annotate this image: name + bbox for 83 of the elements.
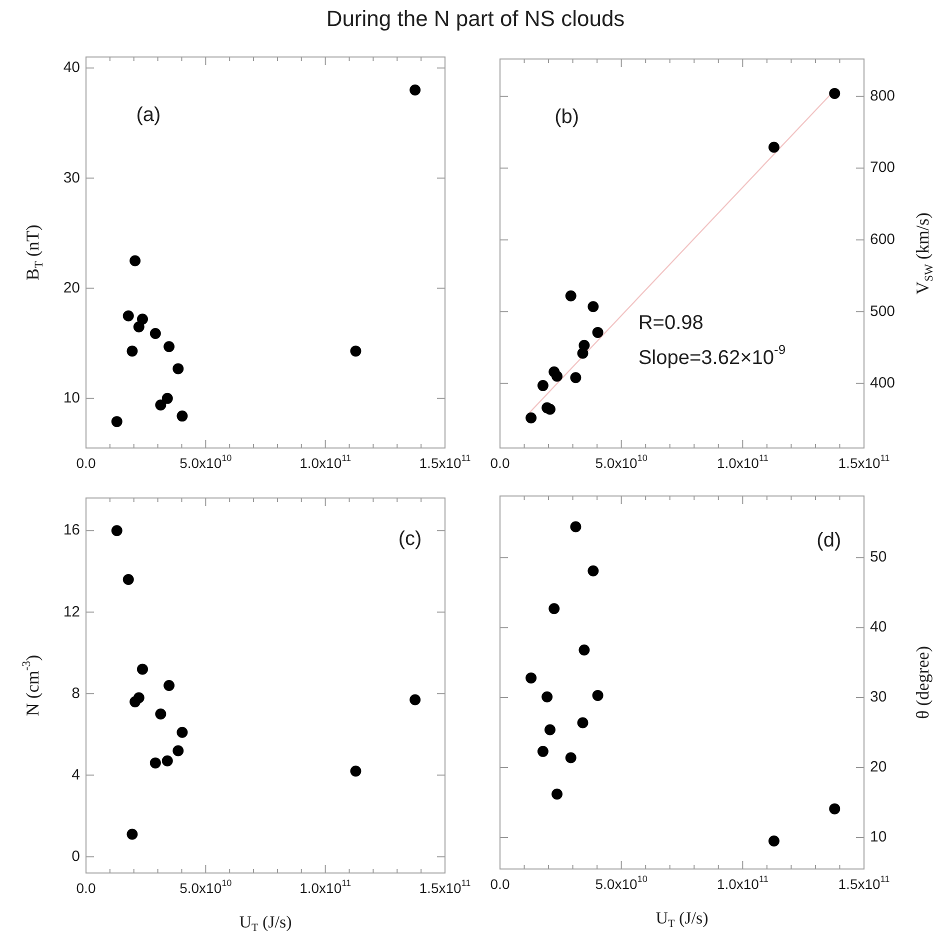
point (578, 644, 590, 656)
point (768, 142, 780, 153)
point (829, 88, 840, 99)
annotation: R=0.98 (638, 312, 704, 334)
point (565, 290, 576, 302)
y2-tick-label: 20 (870, 758, 887, 776)
point (570, 372, 582, 384)
point (350, 346, 362, 357)
chart-title: During the N part of NS clouds (325, 6, 626, 32)
point (544, 724, 556, 736)
y2-tick-label: 10 (870, 828, 887, 846)
point (176, 726, 188, 738)
point (829, 803, 840, 814)
point (172, 745, 184, 756)
point (552, 370, 563, 382)
y-tick-label: 30 (63, 169, 80, 186)
point (592, 326, 604, 338)
point (578, 340, 590, 351)
y2-tick-label: 700 (870, 159, 896, 176)
point (150, 757, 161, 768)
point (122, 310, 134, 322)
y2-tick-label: 40 (870, 618, 887, 636)
point (172, 363, 184, 374)
point (548, 603, 560, 614)
y-tick-label: 10 (63, 390, 80, 407)
annotation: (c) (398, 528, 422, 550)
point (176, 410, 188, 422)
y-tick-label: 0 (72, 848, 80, 865)
x-tick-label: 0.0 (490, 876, 510, 892)
y2-tick-label: 50 (870, 548, 887, 566)
point (111, 416, 122, 428)
point (155, 708, 166, 720)
point (588, 565, 599, 576)
y2-axis-title: θ (degree) (912, 646, 933, 720)
point (130, 255, 141, 266)
point (350, 766, 362, 777)
annotation: (d) (816, 529, 842, 552)
y2-tick-label: 30 (870, 688, 887, 706)
point (565, 752, 576, 764)
y-tick-label: 8 (72, 684, 80, 702)
point (552, 788, 563, 800)
y-axis-title: N (cm-3) (20, 654, 43, 716)
point (592, 690, 604, 701)
point (410, 694, 421, 706)
y2-axis-title: VSW (km/s) (912, 212, 936, 295)
x-tick-label: 0.0 (76, 880, 96, 896)
point (162, 755, 173, 766)
x-tick-label: 0.0 (76, 454, 96, 471)
point (570, 521, 582, 532)
y2-tick-label: 600 (870, 231, 896, 248)
y-tick-label: 12 (63, 603, 80, 620)
point (155, 400, 166, 411)
point (164, 341, 175, 352)
y-tick-label: 40 (63, 59, 80, 76)
point (526, 412, 537, 424)
point (122, 574, 134, 586)
point (150, 328, 161, 339)
point (768, 836, 780, 847)
point (526, 672, 537, 684)
point (162, 392, 173, 404)
y-tick-label: 20 (63, 279, 80, 296)
point (126, 828, 138, 840)
point (577, 717, 588, 728)
point (126, 346, 138, 357)
y-tick-label: 4 (72, 766, 80, 784)
y2-tick-label: 800 (870, 87, 896, 104)
point (410, 84, 421, 96)
point (537, 380, 548, 392)
annotation: (b) (554, 106, 580, 128)
point (537, 746, 548, 757)
point (136, 314, 148, 325)
y-axis-title: BT (nT) (22, 224, 46, 280)
y-tick-label: 16 (63, 522, 80, 539)
point (588, 301, 599, 312)
x-tick-label: 0.0 (490, 454, 510, 471)
point (111, 525, 122, 536)
point (136, 664, 148, 675)
y2-tick-label: 500 (870, 302, 896, 320)
point (164, 680, 175, 691)
y2-tick-label: 400 (870, 374, 896, 392)
point (542, 691, 553, 702)
annotation: (a) (136, 104, 161, 126)
point (133, 692, 144, 704)
